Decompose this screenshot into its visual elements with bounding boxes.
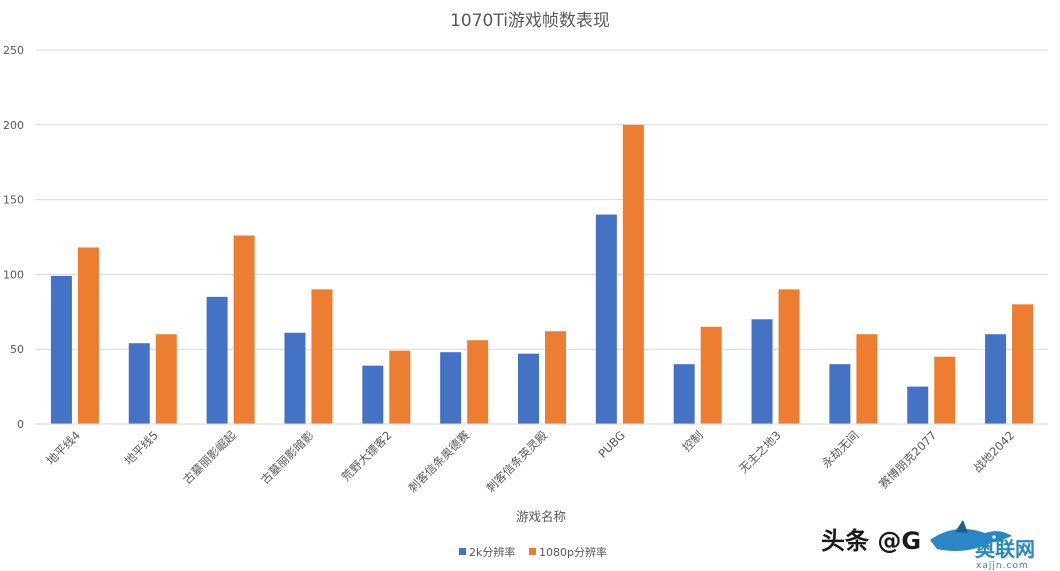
bar-2k — [907, 386, 929, 424]
bar-2k — [206, 296, 228, 424]
watermark-logo-text: 奥联网 — [975, 537, 1035, 561]
y-tick-label: 100 — [3, 268, 24, 281]
bar-2k — [673, 364, 695, 424]
bar-2k — [128, 343, 150, 424]
watermark-text: 头条 @G — [821, 527, 921, 555]
bar-2k — [518, 353, 539, 424]
bar-1080p — [934, 356, 956, 424]
legend-label-1080p: 1080p分辨率 — [539, 545, 607, 559]
bar-2k — [362, 365, 384, 424]
x-tick-label: 地平线4 — [44, 428, 83, 467]
bar-1080p — [1012, 304, 1034, 424]
x-tick-label: 古墓丽影暗影 — [258, 428, 317, 487]
bars — [50, 124, 1034, 425]
y-axis-ticks: 0 50 100 150 200 250 — [3, 44, 24, 431]
bar-1080p — [622, 124, 644, 425]
watermark: 头条 @G 奥联网 xajjn.com — [821, 520, 1035, 571]
x-tick-label: 古墓丽影崛起 — [180, 428, 239, 487]
x-tick-label: PUBG — [595, 428, 627, 460]
bar-1080p — [389, 350, 411, 424]
bar-1080p — [77, 247, 99, 424]
x-tick-label: 刺客信条奥德赛 — [405, 428, 472, 495]
x-tick-label: 刺客信条英灵殿 — [483, 428, 550, 495]
x-tick-label: 永劫无间 — [819, 428, 861, 470]
y-tick-label: 0 — [17, 418, 24, 431]
bar-1080p — [778, 289, 800, 424]
bar-2k — [829, 364, 851, 424]
bar-1080p — [155, 334, 177, 424]
bar-1080p — [467, 340, 489, 424]
x-axis-title: 游戏名称 — [516, 509, 566, 524]
bar-2k — [284, 332, 306, 424]
bar-1080p — [311, 289, 333, 424]
y-tick-label: 150 — [3, 194, 24, 207]
legend-swatch-2k — [459, 548, 466, 555]
bar-1080p — [545, 331, 566, 424]
y-tick-label: 250 — [3, 44, 24, 57]
bar-2k — [50, 275, 72, 424]
watermark-logo-url: xajjn.com — [976, 561, 1029, 571]
shark-logo-icon — [930, 520, 1012, 551]
chart-title: 1070Ti游戏帧数表现 — [450, 11, 610, 31]
x-tick-label: 无主之地3 — [736, 428, 784, 476]
bar-1080p — [233, 235, 255, 424]
gridlines — [36, 49, 1048, 350]
bar-2k — [595, 214, 617, 424]
legend-label-2k: 2k分辨率 — [469, 545, 515, 559]
x-axis-category-labels: 地平线4 地平线5 古墓丽影崛起 古墓丽影暗影 荒野大镖客2 刺客信条奥德赛 刺客信条英灵殿… — [44, 428, 1018, 495]
x-tick-label: 控制 — [680, 428, 706, 454]
legend-swatch-1080p — [529, 548, 536, 555]
x-tick-label: 赛博朋克2077 — [876, 428, 939, 491]
y-tick-label: 200 — [3, 119, 24, 132]
x-tick-label: 战地2042 — [970, 428, 1017, 475]
y-tick-label: 50 — [10, 343, 24, 356]
bar-2k — [440, 352, 462, 424]
bar-2k — [751, 319, 773, 424]
x-tick-label: 荒野大镖客2 — [339, 428, 395, 484]
bar-1080p — [856, 334, 878, 424]
bar-2k — [985, 334, 1007, 424]
legend: 2k分辨率 1080p分辨率 — [459, 545, 607, 559]
bar-1080p — [700, 326, 722, 424]
x-tick-label: 地平线5 — [121, 428, 160, 467]
